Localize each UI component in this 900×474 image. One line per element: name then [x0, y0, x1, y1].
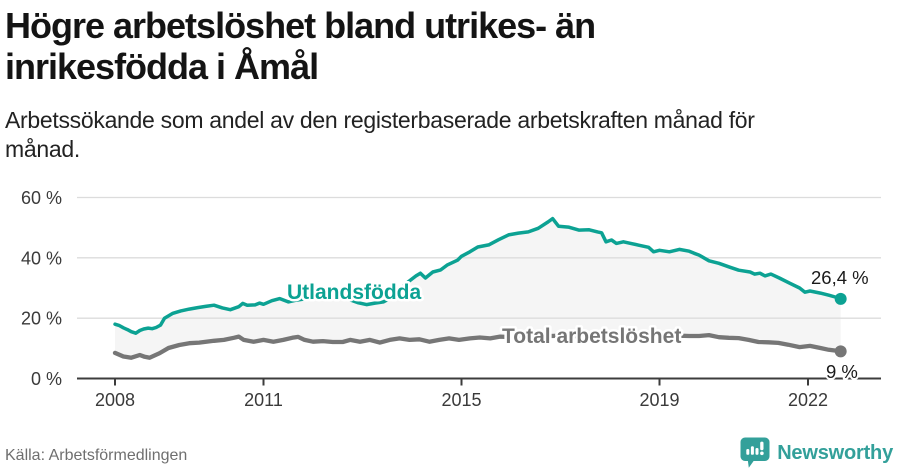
- chart-subtitle: Arbetssökande som andel av den registerb…: [5, 107, 755, 162]
- y-tick-label: 0 %: [31, 369, 62, 389]
- source-attribution: Källa: Arbetsförmedlingen: [5, 447, 188, 464]
- utlandsfodda-end-dot: [834, 292, 847, 305]
- x-axis-labels: 2008 2011 2015 2019 2022: [95, 390, 828, 410]
- band-between-series: [115, 218, 841, 358]
- y-tick-label: 60 %: [21, 188, 62, 208]
- newsworthy-logo[interactable]: Newsworthy: [740, 437, 893, 469]
- x-tick-label: 2019: [639, 390, 679, 410]
- series-labels: Utlandsfödda Total arbetslöshet 26,4 % 9 %: [285, 265, 871, 384]
- utlandsfodda-value-label: 26,4 %: [811, 267, 869, 288]
- series-band-fill: [115, 218, 841, 358]
- x-tick-label: 2011: [244, 390, 283, 410]
- utlandsfodda-line: [113, 216, 843, 335]
- series-end-dots: [834, 292, 847, 358]
- line-chart: 0 % 20 % 40 % 60 % 2008 2011 2015 2019 2022 Utl…: [21, 188, 881, 410]
- y-tick-label: 20 %: [21, 309, 62, 329]
- series-lines: [112, 216, 843, 360]
- total-arbetsloshet-line: [112, 332, 843, 360]
- total-arbetsloshet-value-label: 9 %: [826, 361, 858, 382]
- x-tick-label: 2022: [788, 390, 828, 410]
- bar-chart-glyph: [746, 441, 764, 456]
- x-axis: [77, 377, 881, 386]
- total-arbetsloshet-end-dot: [834, 345, 847, 358]
- total-arbetsloshet-series-label: Total arbetslöshet: [502, 325, 681, 348]
- newsworthy-logo-icon: [740, 437, 770, 468]
- chart-title: Högre arbetslöshet bland utrikes- än inr…: [5, 5, 596, 87]
- y-tick-label: 40 %: [21, 248, 62, 268]
- utlandsfodda-series-label: Utlandsfödda: [287, 281, 421, 304]
- x-tick-label: 2015: [441, 390, 481, 410]
- x-tick-label: 2008: [95, 390, 135, 410]
- newsworthy-logo-text: Newsworthy: [777, 441, 893, 464]
- grid-lines: [77, 196, 881, 319]
- y-axis-labels: 0 % 20 % 40 % 60 %: [21, 188, 62, 389]
